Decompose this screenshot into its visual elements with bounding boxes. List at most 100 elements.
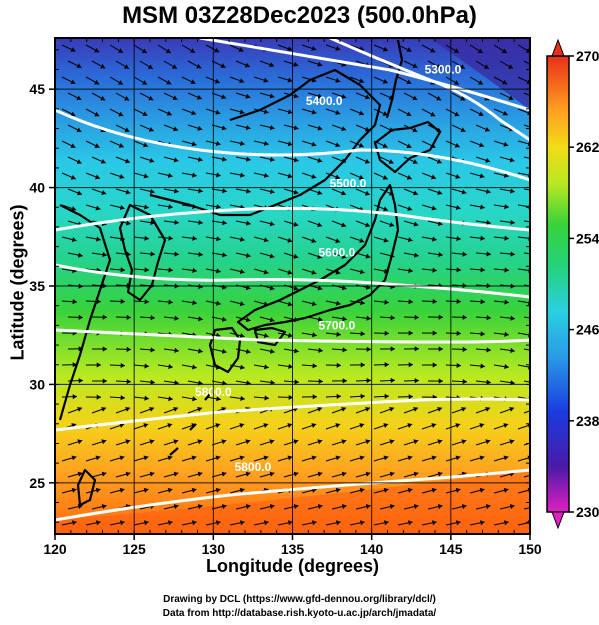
wind-vector-head — [239, 78, 245, 84]
wind-vector-head — [197, 471, 203, 477]
wind-vector-head — [118, 111, 124, 117]
wind-vector-head — [359, 487, 365, 493]
wind-vector-head — [365, 471, 371, 477]
wind-vector-head — [360, 300, 365, 306]
wind-vector-head — [70, 174, 76, 180]
wind-vector-head — [341, 406, 347, 412]
wind-vector-head — [383, 455, 389, 461]
wind-vector-head — [341, 439, 347, 445]
wind-vector-head — [407, 455, 413, 461]
wind-vector-head — [216, 396, 221, 402]
wind-vector-head — [407, 206, 413, 211]
wind-vector-head — [365, 406, 371, 412]
wind-vector-head — [240, 395, 245, 402]
wind-vector-head — [382, 46, 388, 52]
wind-vector-head — [312, 363, 317, 369]
wind-vector-head — [149, 471, 155, 477]
wind-vector-head — [197, 156, 203, 162]
credit-data: Data from http://database.rish.kyoto-u.a… — [162, 608, 437, 619]
wind-vector-head — [239, 301, 245, 307]
wind-vector-head — [174, 188, 179, 194]
wind-vector-head — [342, 347, 347, 353]
honshu-coast — [236, 183, 400, 332]
wind-vector-head — [317, 157, 323, 163]
wind-vector-head — [438, 378, 443, 384]
wind-vector-head — [413, 221, 419, 227]
wind-vector-head — [485, 439, 491, 445]
wind-vector-head — [366, 377, 371, 384]
wind-vector-head — [341, 253, 347, 259]
wind-vector-head — [358, 110, 364, 116]
wind-vector-head — [293, 125, 299, 131]
wind-vector-head — [244, 62, 250, 68]
wind-vector-head — [269, 62, 275, 68]
x-tick-label: 140 — [360, 541, 384, 557]
wind-vector-head — [221, 504, 227, 510]
wind-vector-head — [269, 124, 275, 130]
wind-vector-head — [430, 47, 436, 53]
wind-vector-head — [78, 378, 83, 384]
wind-vector-head — [70, 143, 76, 149]
wind-vector-head — [389, 471, 395, 477]
wind-vector-head — [143, 520, 149, 526]
wind-vector-head — [312, 332, 317, 338]
wind-vector-head — [293, 93, 299, 99]
wind-vector-head — [437, 439, 443, 445]
contour-5300-north — [199, 38, 530, 112]
wind-vector-head — [359, 520, 365, 526]
wind-vector-head — [412, 127, 418, 133]
wind-vector-head — [174, 347, 179, 354]
wind-vector-head — [342, 378, 347, 384]
wind-vector-head — [168, 396, 173, 402]
wind-vector-head — [408, 362, 413, 368]
wind-vector-head — [77, 439, 83, 445]
wind-vector-head — [389, 222, 395, 227]
wind-vector-head — [216, 172, 221, 178]
contour-5500 — [55, 206, 530, 232]
wind-vector-head — [455, 423, 461, 428]
wind-vector-head — [335, 487, 341, 493]
sakhalin-coast — [385, 39, 404, 119]
wind-vector-head — [408, 330, 413, 336]
contour-label: 5400.0 — [306, 94, 343, 108]
wind-vector-head — [126, 379, 131, 385]
wind-vector — [523, 252, 530, 255]
wind-vector-head — [534, 220, 539, 225]
wind-vector-head — [384, 393, 389, 399]
wind-vector-head — [119, 174, 125, 179]
wind-vector-head — [70, 79, 76, 85]
wind-vector-head — [191, 520, 197, 526]
wind-vector-head — [168, 364, 173, 370]
wind-vector-head — [431, 205, 437, 211]
wind-vector-head — [364, 158, 370, 164]
wind-vector-head — [534, 472, 539, 477]
wind-vector-head — [150, 315, 155, 321]
wind-vector-head — [317, 504, 323, 510]
wind-vector-head — [222, 188, 227, 194]
wind-vector-head — [174, 251, 179, 257]
wind-vector-head — [117, 48, 123, 53]
wind-vector-head — [335, 45, 341, 51]
wind-vector-head — [196, 94, 202, 100]
wind-vector-head — [318, 378, 323, 384]
wind-vector-head — [167, 520, 173, 526]
wind-vector-head — [437, 504, 443, 510]
wind-vector-head — [382, 78, 388, 84]
wind-vector-head — [455, 487, 461, 493]
wind-vector-head — [438, 314, 443, 320]
wind-vector-head — [502, 79, 508, 85]
wind-vector-head — [317, 406, 323, 412]
colorbar-tick-label: 230 — [576, 504, 599, 520]
wind-vector-head — [239, 520, 245, 526]
wind-vector-head — [432, 267, 437, 273]
wind-vector-head — [534, 380, 539, 385]
wind-vector — [523, 348, 530, 351]
wind-vector-head — [414, 252, 419, 258]
wind-vector-head — [408, 394, 413, 400]
wind-vector-head — [480, 331, 485, 337]
wind-vector-head — [96, 362, 101, 368]
wind-vector-head — [408, 299, 413, 305]
wind-vector-head — [507, 64, 513, 69]
wind-vector — [517, 268, 530, 272]
wind-vector-head — [480, 235, 485, 241]
